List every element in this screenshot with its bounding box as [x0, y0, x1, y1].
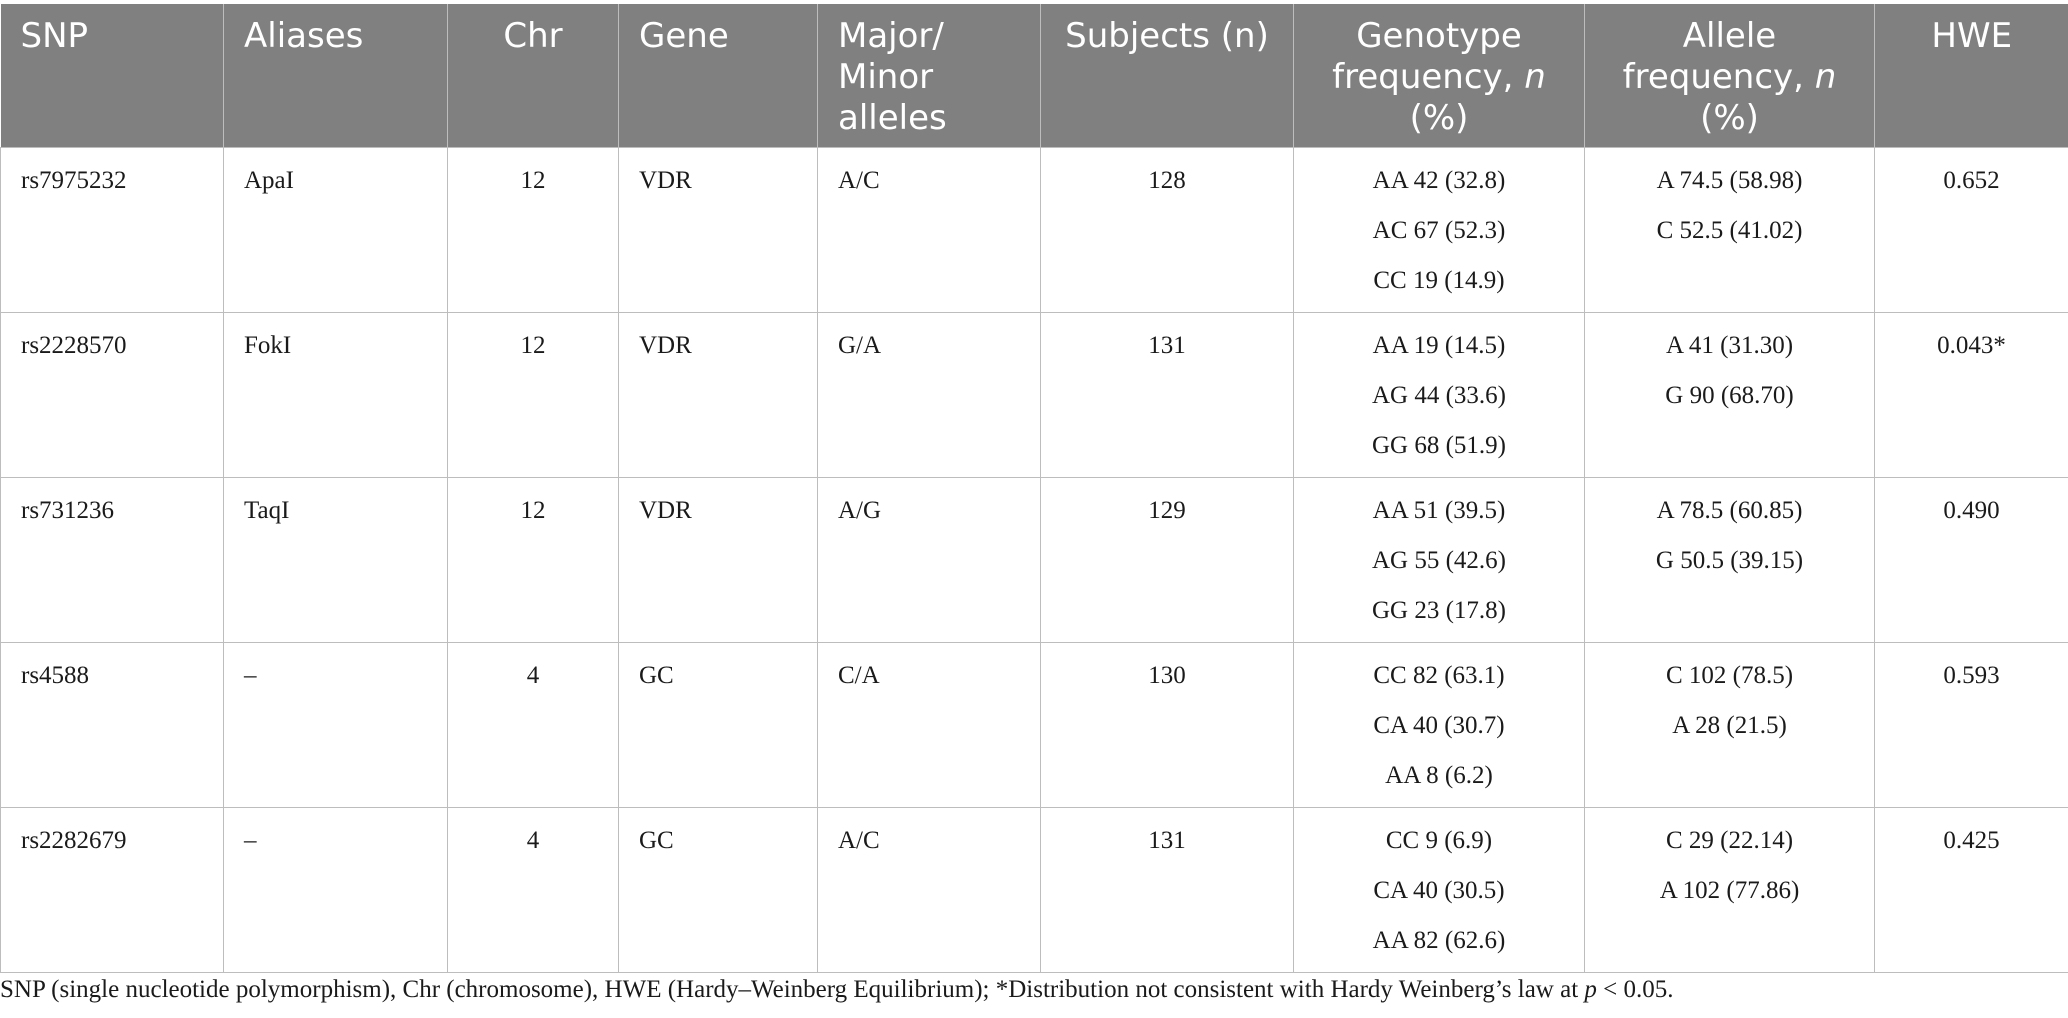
genotype-value: AA 51 (39.5) — [1372, 497, 1506, 524]
allele-frequency-cell: C 102 (78.5) A 28 (21.5) — [1584, 642, 1875, 808]
gene-cell: VDR — [618, 312, 818, 478]
chr-cell: 12 — [447, 477, 619, 643]
header-hwe: HWE — [1874, 4, 2068, 148]
genotype-value: AA 42 (32.8) — [1372, 167, 1506, 194]
genotype-frequency-cell: CC 9 (6.9) CA 40 (30.5) AA 82 (62.6) — [1293, 807, 1585, 973]
alias-cell: TaqI — [223, 477, 448, 643]
genotype-frequency-cell: AA 42 (32.8) AC 67 (52.3) CC 19 (14.9) — [1293, 147, 1585, 313]
gene-cell: VDR — [618, 477, 818, 643]
subjects-cell: 129 — [1040, 477, 1294, 643]
genotype-value: CC 9 (6.9) — [1385, 827, 1493, 854]
snp-table: SNP Aliases Chr Gene Major/ Minor allele… — [0, 4, 2068, 973]
allele-value: G 50.5 (39.15) — [1655, 547, 1804, 574]
header-gene: Gene — [618, 4, 818, 148]
alleles-cell: A/G — [817, 477, 1041, 643]
subjects-cell: 131 — [1040, 312, 1294, 478]
subjects-cell: 130 — [1040, 642, 1294, 808]
genotype-frequency-cell: CC 82 (63.1) CA 40 (30.7) AA 8 (6.2) — [1293, 642, 1585, 808]
allele-frequency-cell: A 74.5 (58.98) C 52.5 (41.02) — [1584, 147, 1875, 313]
hwe-cell: 0.425 — [1874, 807, 2068, 973]
alleles-cell: C/A — [817, 642, 1041, 808]
snp-cell: rs4588 — [0, 642, 224, 808]
alleles-cell: A/C — [817, 147, 1041, 313]
subjects-cell: 128 — [1040, 147, 1294, 313]
snp-cell: rs731236 — [0, 477, 224, 643]
allele-value: A 78.5 (60.85) — [1656, 497, 1803, 524]
genotype-frequency-cell: AA 19 (14.5) AG 44 (33.6) GG 68 (51.9) — [1293, 312, 1585, 478]
allele-value: A 102 (77.86) — [1659, 877, 1800, 904]
genotype-value: AA 19 (14.5) — [1372, 332, 1506, 359]
snp-cell: rs2228570 — [0, 312, 224, 478]
table-row: rs7975232 ApaI 12 VDR A/C 128 AA 42 (32.8) AC 6… — [0, 147, 2068, 313]
allele-value: C 52.5 (41.02) — [1656, 217, 1803, 244]
genotype-value: GG 23 (17.8) — [1371, 597, 1506, 624]
allele-value: G 90 (68.70) — [1665, 382, 1794, 409]
header-subjects: Subjects (n) — [1040, 4, 1294, 148]
allele-value: A 41 (31.30) — [1665, 332, 1794, 359]
alias-cell: – — [223, 807, 448, 973]
alias-cell: – — [223, 642, 448, 808]
hwe-cell: 0.593 — [1874, 642, 2068, 808]
allele-frequency-cell: A 78.5 (60.85) G 50.5 (39.15) — [1584, 477, 1875, 643]
header-chr: Chr — [447, 4, 619, 148]
allele-value: C 102 (78.5) — [1665, 662, 1794, 689]
table-header-row: SNP Aliases Chr Gene Major/ Minor allele… — [0, 4, 2068, 148]
gene-cell: GC — [618, 642, 818, 808]
genotype-frequency-cell: AA 51 (39.5) AG 55 (42.6) GG 23 (17.8) — [1293, 477, 1585, 643]
genotype-value: CA 40 (30.7) — [1373, 712, 1505, 739]
header-genotype-frequency: Genotype frequency, n (%) — [1293, 4, 1585, 148]
table-row: rs2228570 FokI 12 VDR G/A 131 AA 19 (14.5) AG 4… — [0, 312, 2068, 478]
hwe-cell: 0.043* — [1874, 312, 2068, 478]
header-alleles: Major/ Minor alleles — [817, 4, 1041, 148]
snp-cell: rs2282679 — [0, 807, 224, 973]
header-allele-frequency: Allele frequency, n (%) — [1584, 4, 1875, 148]
chr-cell: 4 — [447, 642, 619, 808]
gene-cell: GC — [618, 807, 818, 973]
genotype-value: AC 67 (52.3) — [1372, 217, 1506, 244]
gene-cell: VDR — [618, 147, 818, 313]
alias-cell: FokI — [223, 312, 448, 478]
genotype-value: AG 55 (42.6) — [1371, 547, 1506, 574]
snp-cell: rs7975232 — [0, 147, 224, 313]
table-row: rs2282679–4 GC A/C 131 CC 9 (6.9) CA 40 (30.5… — [0, 807, 2068, 973]
genotype-value: AA 8 (6.2) — [1385, 762, 1493, 789]
alias-cell: ApaI — [223, 147, 448, 313]
table-row: rs4588–4 GC C/A 130 CC 82 (63.1) CA 40 (30.7)… — [0, 642, 2068, 808]
genotype-value: CC 82 (63.1) — [1373, 662, 1505, 689]
alleles-cell: G/A — [817, 312, 1041, 478]
alleles-cell: A/C — [817, 807, 1041, 973]
header-aliases: Aliases — [223, 4, 448, 148]
genotype-value: CA 40 (30.5) — [1373, 877, 1505, 904]
header-snp: SNP — [0, 4, 224, 148]
chr-cell: 12 — [447, 147, 619, 313]
allele-value: A 74.5 (58.98) — [1656, 167, 1803, 194]
allele-frequency-cell: A 41 (31.30) G 90 (68.70) — [1584, 312, 1875, 478]
hwe-cell: 0.490 — [1874, 477, 2068, 643]
genotype-value: AG 44 (33.6) — [1371, 382, 1506, 409]
chr-cell: 12 — [447, 312, 619, 478]
table-footnote: SNP (single nucleotide polymorphism), Ch… — [0, 976, 1674, 1003]
chr-cell: 4 — [447, 807, 619, 973]
hwe-cell: 0.652 — [1874, 147, 2068, 313]
table-row: rs731236 TaqI 12 VDR A/G 129 AA 51 (39.5) AG 55… — [0, 477, 2068, 643]
allele-frequency-cell: C 29 (22.14) A 102 (77.86) — [1584, 807, 1875, 973]
genotype-value: AA 82 (62.6) — [1372, 927, 1506, 954]
allele-value: C 29 (22.14) — [1665, 827, 1794, 854]
allele-value: A 28 (21.5) — [1672, 712, 1787, 739]
subjects-cell: 131 — [1040, 807, 1294, 973]
genotype-value: GG 68 (51.9) — [1371, 432, 1506, 459]
genotype-value: CC 19 (14.9) — [1373, 267, 1505, 294]
